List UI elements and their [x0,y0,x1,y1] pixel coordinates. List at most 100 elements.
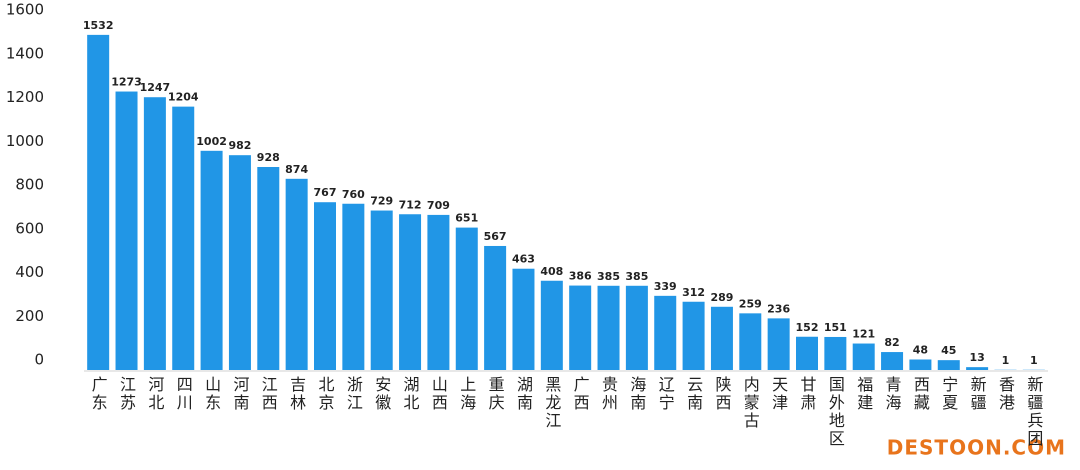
value-label: 385 [597,270,620,283]
bar [427,214,450,370]
bar [966,367,989,370]
bar [937,360,960,370]
bar [909,359,932,370]
x-tick-label: 湖北 [401,376,420,412]
value-label: 567 [484,230,507,243]
y-tick-label: 1600 [6,1,44,19]
value-label: 1002 [196,135,227,148]
x-tick-label: 上海 [457,376,476,412]
value-label: 45 [941,344,956,357]
bar [881,352,904,370]
x-tick-label: 陕西 [712,376,731,412]
bar [172,106,195,370]
bar [228,155,251,370]
bar [512,268,535,370]
x-tick-label: 新疆 [968,376,987,412]
bar [569,285,592,370]
x-tick-label: 甘肃 [798,376,817,412]
value-label: 1 [1030,354,1038,367]
bar [710,306,733,370]
x-tick-label: 福建 [854,376,873,412]
bar [115,91,138,370]
value-label: 463 [512,253,535,266]
value-label: 1247 [140,81,171,94]
bar [314,202,336,370]
value-label: 651 [455,212,478,225]
y-tick-label: 1400 [6,44,44,62]
value-label: 874 [285,163,308,176]
bar [796,336,818,370]
x-tick-label: 青海 [883,376,902,412]
x-tick-label: 黑龙江 [542,376,561,430]
y-tick-label: 600 [15,219,44,237]
value-label: 82 [884,336,899,349]
x-tick-label: 四川 [174,376,193,412]
bar [540,280,563,370]
x-tick-label: 浙江 [344,376,363,412]
x-tick-label: 新疆兵团 [1024,376,1043,448]
value-label: 712 [399,198,422,211]
value-label: 339 [654,280,677,293]
x-tick-label: 江西 [259,376,278,412]
bar [455,227,478,370]
bar [257,167,280,370]
y-tick-label: 200 [15,307,44,325]
value-label: 259 [739,297,762,310]
bar [285,178,308,370]
x-tick-label: 河北 [145,376,164,412]
x-tick-label: 宁夏 [939,376,958,412]
y-tick-label: 800 [15,176,44,194]
value-label: 982 [228,139,251,152]
x-tick-label: 吉林 [287,376,306,412]
x-tick-label: 香港 [996,376,1015,412]
bar [200,150,223,370]
bar [342,203,365,370]
value-label: 151 [824,321,847,334]
bar [824,336,847,370]
value-label: 1273 [111,76,142,89]
bar [739,313,762,370]
value-label: 1 [1002,354,1010,367]
bar [654,295,677,370]
bar [597,285,620,370]
value-label: 1204 [168,91,199,104]
bar [682,301,705,370]
value-label: 729 [370,195,393,208]
value-label: 121 [852,328,875,341]
value-label: 928 [257,151,280,164]
x-tick-label: 海南 [627,376,646,412]
value-label: 1532 [83,19,114,32]
value-label: 289 [710,291,733,304]
value-label: 236 [767,302,790,315]
value-label: 709 [427,199,450,212]
y-tick-label: 400 [15,263,44,281]
x-tick-label: 重庆 [486,376,505,412]
value-label: 760 [342,188,365,201]
x-tick-label: 西藏 [911,376,930,412]
y-tick-label: 1000 [6,132,44,150]
x-tick-label: 天津 [769,376,788,412]
bar [625,285,648,370]
value-label: 152 [796,321,819,334]
value-label: 13 [969,351,984,364]
value-label: 386 [569,270,592,283]
value-label: 385 [625,270,648,283]
value-label: 312 [682,286,705,299]
watermark: DESTOON.COM [887,436,1066,460]
x-tick-label: 河南 [230,376,249,412]
y-tick-label: 1200 [6,88,44,106]
x-tick-label: 山西 [429,376,448,412]
value-label: 408 [540,265,563,278]
x-tick-label: 贵州 [599,376,618,412]
x-tick-label: 内蒙古 [741,376,760,430]
x-tick-label: 湖南 [514,376,533,412]
x-tick-label: 北京 [316,376,335,412]
bar [399,214,422,370]
bar [87,34,110,370]
x-tick-label: 国外地区 [826,376,845,448]
x-tick-label: 云南 [684,376,703,412]
x-tick-label: 安徽 [372,376,391,412]
x-tick-label: 山东 [202,376,221,412]
value-label: 767 [314,186,337,199]
